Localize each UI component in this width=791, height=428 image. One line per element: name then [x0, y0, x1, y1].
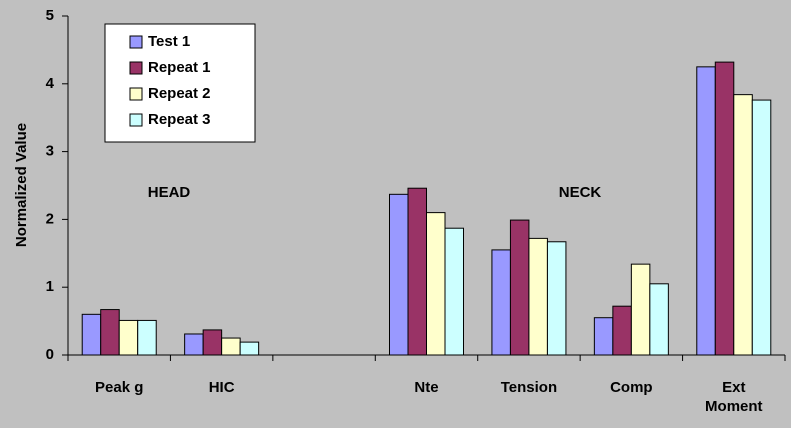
x-tick-label: HIC: [184, 378, 260, 397]
x-tick-label: Nte: [389, 378, 465, 397]
bar: [697, 67, 716, 355]
annotation: HEAD: [148, 184, 191, 201]
x-tick-label: Peak g: [81, 378, 157, 397]
legend-label: Repeat 1: [148, 59, 211, 76]
legend-swatch: [130, 88, 142, 100]
legend-label: Repeat 2: [148, 85, 211, 102]
bar: [101, 310, 120, 355]
x-tick-label: Comp: [593, 378, 669, 397]
bar: [492, 250, 511, 355]
bar: [203, 330, 222, 355]
legend-swatch: [130, 36, 142, 48]
y-tick-label: 2: [46, 210, 54, 227]
bar: [752, 100, 771, 355]
x-tick-label: Ext Moment: [696, 378, 772, 416]
page: Normalized Value 0 1 2 3 4 5 HEAD NECK Test 1 Rep…: [0, 0, 791, 428]
bar: [119, 320, 138, 355]
legend-label: Repeat 3: [148, 111, 211, 128]
y-tick-label: 3: [46, 143, 54, 160]
legend-swatch: [130, 114, 142, 126]
bar: [510, 220, 529, 355]
bar: [631, 264, 650, 355]
bar: [715, 62, 734, 355]
bar: [613, 306, 632, 355]
bar: [650, 284, 669, 355]
bar: [547, 242, 566, 355]
y-tick-label: 4: [46, 75, 55, 92]
bar: [138, 320, 157, 355]
bar: [594, 318, 613, 355]
legend-label: Test 1: [148, 33, 190, 50]
y-tick-label: 5: [46, 7, 54, 24]
bar: [734, 95, 753, 355]
annotation: NECK: [559, 184, 602, 201]
bar: [82, 314, 101, 355]
bar: [240, 342, 259, 355]
bar: [529, 238, 548, 355]
bar: [222, 338, 241, 355]
y-axis-label: Normalized Value: [13, 123, 30, 247]
legend-swatch: [130, 62, 142, 74]
y-tick-label: 1: [46, 278, 54, 295]
bar: [390, 194, 409, 355]
bar: [445, 228, 464, 355]
bar: [427, 213, 446, 355]
bar: [408, 188, 427, 355]
chart: Normalized Value 0 1 2 3 4 5 HEAD NECK Test 1 Rep…: [0, 0, 791, 428]
y-tick-label: 0: [46, 346, 54, 363]
bar: [185, 334, 204, 355]
x-tick-label: Tension: [491, 378, 567, 397]
